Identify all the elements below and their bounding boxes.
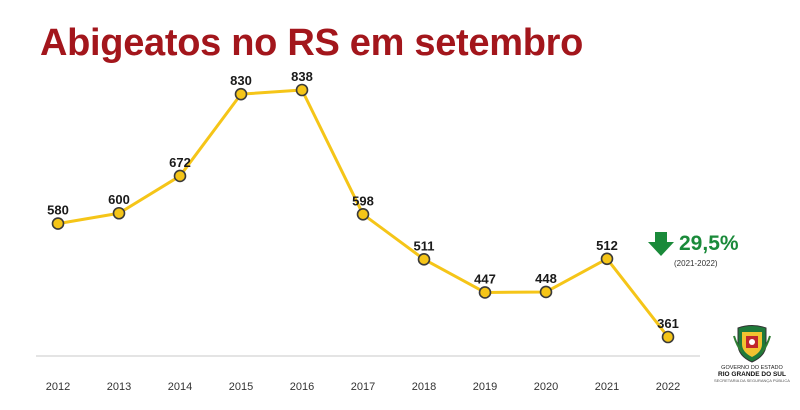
data-point-2015: [234, 87, 248, 101]
data-label-2012: 580: [47, 203, 69, 218]
data-point-2021: [600, 252, 614, 266]
x-tick-2021: 2021: [595, 381, 619, 393]
down-arrow-icon: [648, 232, 674, 256]
data-label-2017: 598: [352, 193, 374, 208]
data-point-2014: [173, 169, 187, 183]
data-label-2018: 511: [414, 238, 435, 253]
x-tick-2019: 2019: [473, 381, 497, 393]
data-point-2019: [478, 286, 492, 299]
data-label-2014: 672: [169, 155, 191, 170]
change-row: 29,5%: [648, 232, 758, 256]
data-label-2022: 361: [657, 316, 679, 331]
data-label-2021: 512: [596, 238, 618, 253]
data-point-2022: [661, 330, 675, 344]
chart-title: Abigeatos no RS em setembro: [40, 22, 584, 64]
data-point-2018: [417, 253, 431, 266]
x-tick-labels: 2012 2013 2014 2015 2016 2017 2018 2019 2020 2021…: [46, 381, 680, 393]
data-label-2020: 448: [535, 271, 557, 286]
data-point-2013: [112, 206, 126, 220]
x-tick-2017: 2017: [351, 381, 375, 393]
x-tick-2013: 2013: [107, 381, 131, 393]
change-period: (2021-2022): [674, 259, 718, 268]
x-tick-2012: 2012: [46, 381, 70, 393]
data-points: [51, 83, 675, 344]
logo-secretariat-text: SECRETARIA DA SEGURANÇA PÚBLICA: [714, 378, 790, 383]
data-label-2013: 600: [108, 192, 130, 207]
data-point-2016: [295, 83, 309, 97]
change-percentage: 29,5%: [679, 232, 739, 255]
data-label-2019: 447: [474, 271, 496, 286]
x-tick-2015: 2015: [229, 381, 253, 393]
coat-of-arms-icon: [733, 325, 771, 363]
change-indicator: 29,5% (2021-2022): [648, 232, 758, 268]
data-labels: 580 600 672 830 838 598 511 447 448 512 361: [47, 69, 679, 331]
government-logo: GOVERNO DO ESTADO RIO GRANDE DO SUL SECR…: [712, 322, 792, 383]
x-tick-2018: 2018: [412, 381, 436, 393]
x-tick-2016: 2016: [290, 381, 314, 393]
data-point-2020: [539, 285, 553, 299]
x-tick-2022: 2022: [656, 381, 680, 393]
data-point-2012: [51, 217, 65, 230]
x-tick-2014: 2014: [168, 381, 192, 393]
data-label-2015: 830: [230, 73, 252, 88]
logo-government-text: GOVERNO DO ESTADO: [721, 365, 783, 371]
logo-state-text: RIO GRANDE DO SUL: [718, 371, 786, 378]
data-point-2017: [356, 207, 370, 221]
x-tick-2020: 2020: [534, 381, 558, 393]
data-label-2016: 838: [291, 69, 313, 84]
